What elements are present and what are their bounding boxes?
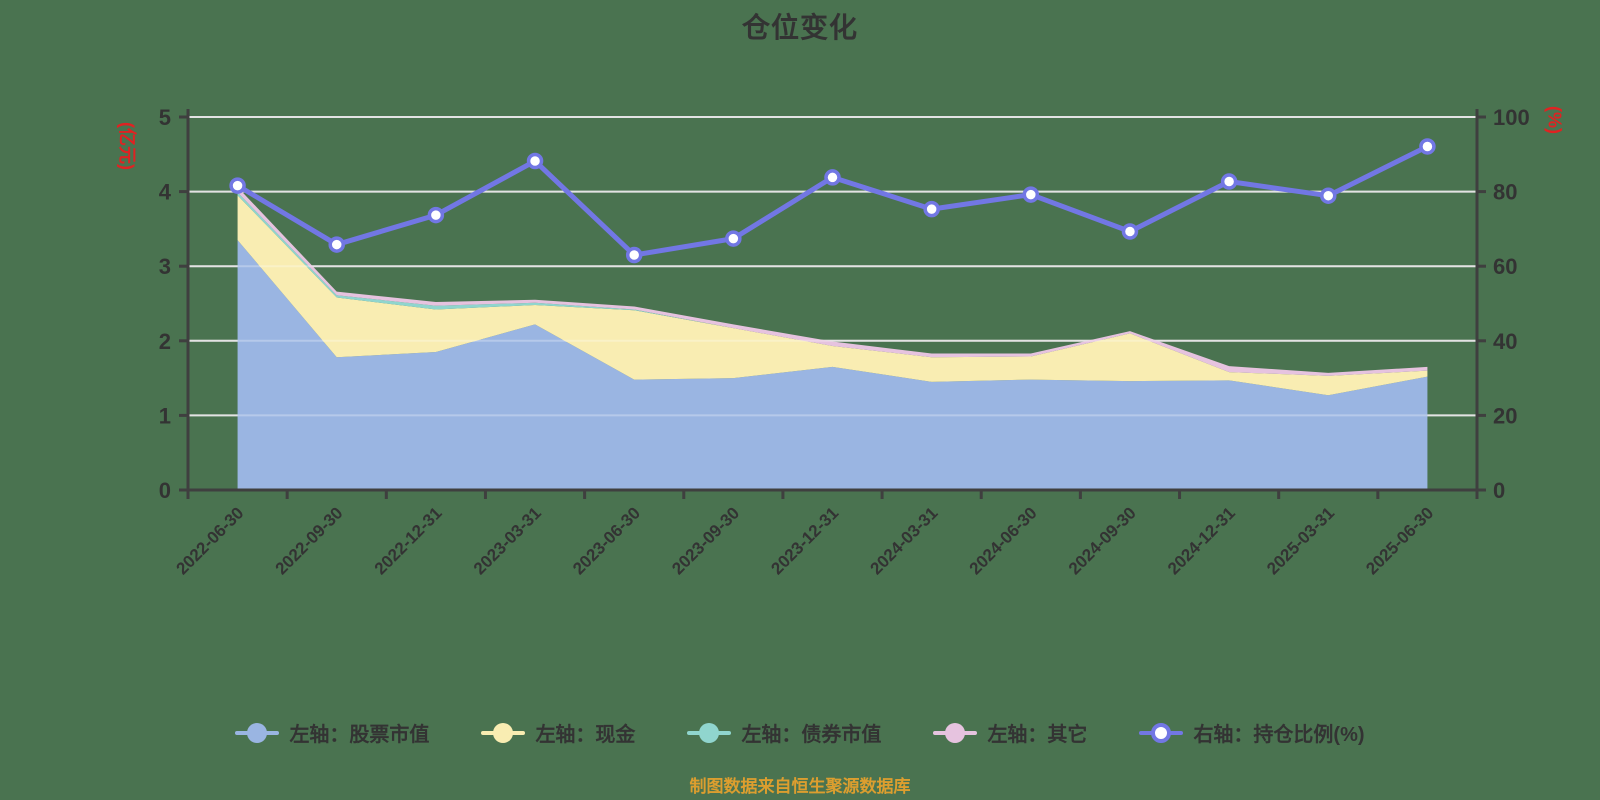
right-axis-label-60: 60 [1493,254,1517,279]
point-position-2024-03-31[interactable] [923,200,940,218]
legend-item-cash[interactable]: 左轴：现金 [481,718,635,747]
area-cash[interactable] [237,195,1428,396]
legend-marker-dot [247,722,268,743]
right-axis-label-0: 0 [1493,478,1505,503]
legend-item-other[interactable]: 左轴：其它 [933,718,1087,747]
point-position-2024-06-30[interactable] [1022,186,1040,203]
legend-marker-dot [1151,722,1172,743]
position-chart-plot[interactable]: 0 1 2 3 4 5 0 20 40 60 80 100 2022-06-30 2022-09-30 20… [0,0,1600,660]
right-axis-label-80: 80 [1493,180,1517,205]
left-axis-label-3: 3 [159,254,171,279]
area-stock[interactable] [237,240,1428,490]
data-source-note: 制图数据来自恒生聚源数据库 [689,777,911,796]
point-position-2024-09-30[interactable] [1121,223,1139,240]
legend-label: 右轴：持仓比例(%) [1193,724,1365,746]
axes [179,109,1486,499]
legend-marker-other-icon [933,722,978,744]
point-position-2023-03-31[interactable] [526,152,544,170]
legend-label: 左轴：其它 [987,724,1088,746]
point-position-2024-12-31[interactable] [1220,173,1238,190]
legend-marker-position-icon [1139,722,1184,744]
x-axis-label-2024-06-30: 2024-06-30 [966,503,1041,578]
left-axis-label-1: 1 [159,403,171,428]
gridline-overlay [188,116,1477,417]
point-position-2023-06-30[interactable] [625,246,643,264]
right-axis-label-40: 40 [1493,329,1517,354]
legend-marker-cash-icon [481,722,526,744]
point-position-2025-06-30[interactable] [1419,138,1436,155]
legend-item-position[interactable]: 右轴：持仓比例(%) [1139,718,1365,747]
x-axis-label-2024-09-30: 2024-09-30 [1065,503,1140,578]
x-axis-label-2023-09-30: 2023-09-30 [668,503,743,578]
point-position-2022-12-31[interactable] [427,206,445,224]
x-axis-label-2024-12-31: 2024-12-31 [1164,503,1239,578]
x-axis-label-2022-12-31: 2022-12-31 [371,503,446,578]
x-axis-label-2023-06-30: 2023-06-30 [569,503,644,578]
x-axis-label-2024-03-31: 2024-03-31 [867,503,942,578]
legend-marker-dot [945,722,966,743]
x-axis-label-2023-03-31: 2023-03-31 [470,503,545,578]
right-axis-label-100: 100 [1493,105,1530,130]
legend: 左轴：股票市值 左轴：现金 左轴：债券市值 左轴：其它 右轴：持仓比例(%) [0,718,1600,747]
right-axis-label-20: 20 [1493,403,1517,428]
point-position-2022-06-30[interactable] [229,177,246,194]
point-position-2023-12-31[interactable] [824,169,841,186]
x-axis-label-2022-06-30: 2022-06-30 [172,503,247,578]
x-axis-label-2025-06-30: 2025-06-30 [1362,503,1437,578]
legend-item-bond[interactable]: 左轴：债券市值 [687,718,881,747]
point-position-2022-09-30[interactable] [328,236,345,253]
x-axis-label-2022-09-30: 2022-09-30 [272,503,347,578]
left-axis-label-0: 0 [159,478,171,503]
chart-title: 仓位变化 [741,12,858,43]
legend-item-stock[interactable]: 左轴：股票市值 [235,718,429,747]
x-axis-label-2025-03-31: 2025-03-31 [1263,503,1338,578]
legend-label: 左轴：现金 [535,724,636,746]
point-position-2025-03-31[interactable] [1320,187,1337,204]
legend-label: 左轴：债券市值 [741,724,882,746]
left-axis-label-5: 5 [159,105,171,130]
left-axis-label-2: 2 [159,329,171,354]
legend-marker-bond-icon [687,722,732,744]
point-position-2023-09-30[interactable] [725,230,742,247]
legend-marker-dot [493,722,514,743]
legend-label: 左轴：股票市值 [289,724,430,746]
legend-marker-dot [699,722,720,743]
x-axis-label-2023-12-31: 2023-12-31 [767,503,842,578]
legend-marker-stock-icon [235,722,280,744]
line-position[interactable] [235,143,1430,258]
left-axis-label-4: 4 [159,180,172,205]
